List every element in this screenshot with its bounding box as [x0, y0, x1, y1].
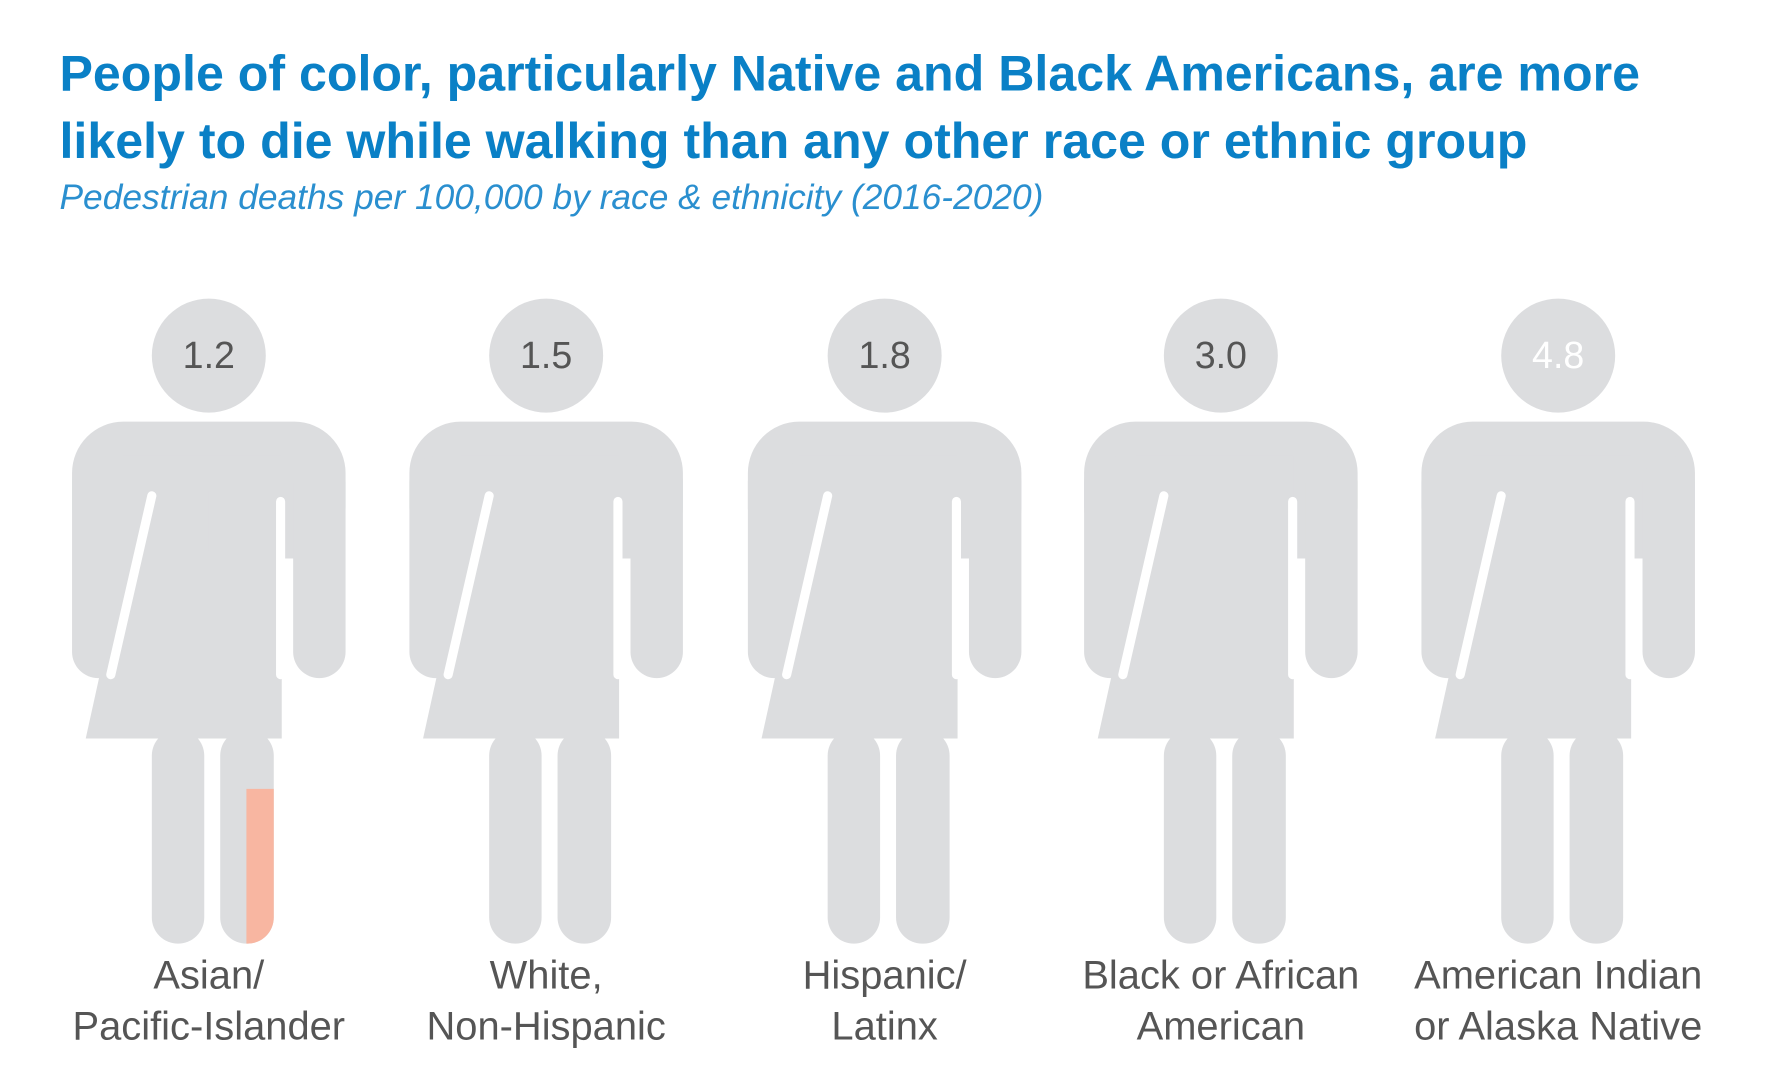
value-label: 4.8	[1532, 334, 1584, 376]
category-label: White,	[490, 953, 603, 997]
chart-title: People of color, particularly Native and…	[60, 46, 1640, 102]
category-label: American Indian	[1414, 953, 1702, 997]
value-label: 3.0	[1195, 334, 1247, 376]
figure-empty	[747, 298, 1022, 944]
category-label: Latinx	[831, 1005, 937, 1049]
category-label: Black or African	[1082, 953, 1359, 997]
figure-empty	[409, 298, 683, 944]
category-label: Pacific-Islander	[73, 1005, 346, 1049]
chart-title: likely to die while walking than any oth…	[60, 113, 1528, 169]
value-label: 1.5	[520, 334, 572, 376]
arm-gap	[1118, 491, 1169, 680]
figure-empty	[1084, 298, 1358, 944]
arm-gap	[782, 491, 833, 680]
value-label: 1.2	[183, 334, 235, 376]
category-label: Non-Hispanic	[426, 1005, 665, 1049]
chart-subtitle: Pedestrian deaths per 100,000 by race & …	[60, 178, 1044, 217]
category-label: Asian/	[153, 953, 265, 997]
figure-empty	[1421, 298, 1695, 944]
figure-empty	[72, 298, 346, 944]
category-label: Hispanic/	[803, 953, 968, 997]
arm-gap	[1455, 491, 1506, 680]
value-label: 1.8	[859, 334, 911, 376]
arm-gap	[106, 491, 157, 680]
category-label: or Alaska Native	[1414, 1005, 1702, 1049]
category-label: American	[1137, 1005, 1305, 1049]
arm-gap	[443, 491, 494, 680]
